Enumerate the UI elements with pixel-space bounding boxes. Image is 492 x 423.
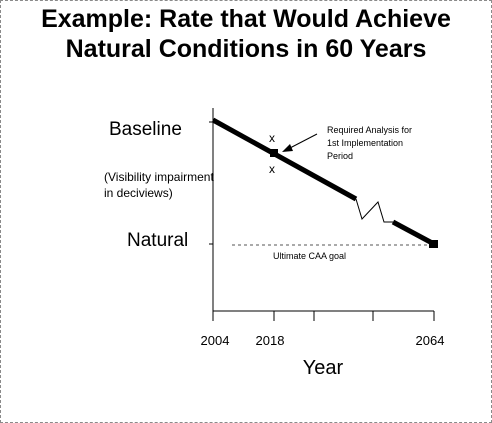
y-label-baseline: Baseline (109, 119, 182, 140)
analysis-annotation-line-3: Period (327, 151, 353, 161)
x-tick-label-2064: 2064 (416, 333, 445, 348)
x-tick-label-2018: 2018 (256, 333, 285, 348)
marker-x-upper: x (269, 131, 275, 145)
analysis-annotation-line-1: Required Analysis for (327, 125, 412, 135)
analysis-annotation-line-2: 1st Implementation (327, 138, 403, 148)
y-units-line-2: in deciviews) (104, 186, 173, 200)
title-line-2: Natural Conditions in 60 Years (65, 35, 427, 63)
series-line-segment-1 (211, 117, 358, 202)
title-line-1: Example: Rate that Would Achieve (41, 5, 451, 33)
analysis-arrow-line (289, 133, 318, 149)
analysis-arrow-head (282, 144, 293, 152)
chart-title: Example: Rate that Would Achieve Natural… (0, 4, 492, 64)
x-axis-label: Year (303, 357, 344, 379)
goal-annotation: Ultimate CAA goal (273, 251, 346, 261)
y-units-line-1: (Visibility impairment (104, 170, 214, 184)
data-point-2018 (270, 149, 278, 157)
marker-x-lower: x (269, 162, 275, 176)
x-tick-label-2004: 2004 (201, 333, 230, 348)
data-point-2064 (429, 240, 438, 248)
y-label-natural: Natural (127, 230, 188, 251)
axis-break-squiggle (355, 198, 393, 223)
series-line-segment-2 (391, 219, 436, 247)
